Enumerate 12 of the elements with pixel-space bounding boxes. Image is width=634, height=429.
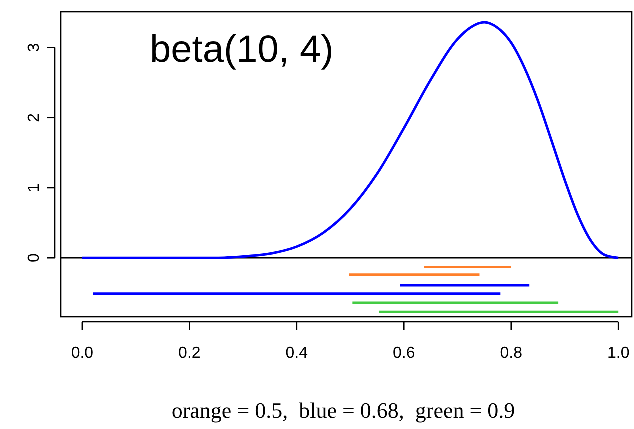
x-tick-label: 0.4 (286, 345, 308, 362)
x-axis-title: orange = 0.5, blue = 0.68, green = 0.9 (172, 398, 516, 423)
x-tick-label: 0.2 (178, 345, 201, 362)
x-tick-label: 0.8 (500, 345, 523, 362)
x-tick-label: 0.0 (71, 345, 94, 362)
y-tick-label: 2 (26, 113, 43, 122)
x-tick-label: 1.0 (607, 345, 630, 362)
y-tick-label: 1 (26, 183, 43, 192)
x-tick-label: 0.6 (393, 345, 416, 362)
y-tick-label: 3 (26, 43, 43, 52)
y-tick-label: 0 (26, 254, 43, 263)
chart-title: beta(10, 4) (150, 29, 334, 71)
